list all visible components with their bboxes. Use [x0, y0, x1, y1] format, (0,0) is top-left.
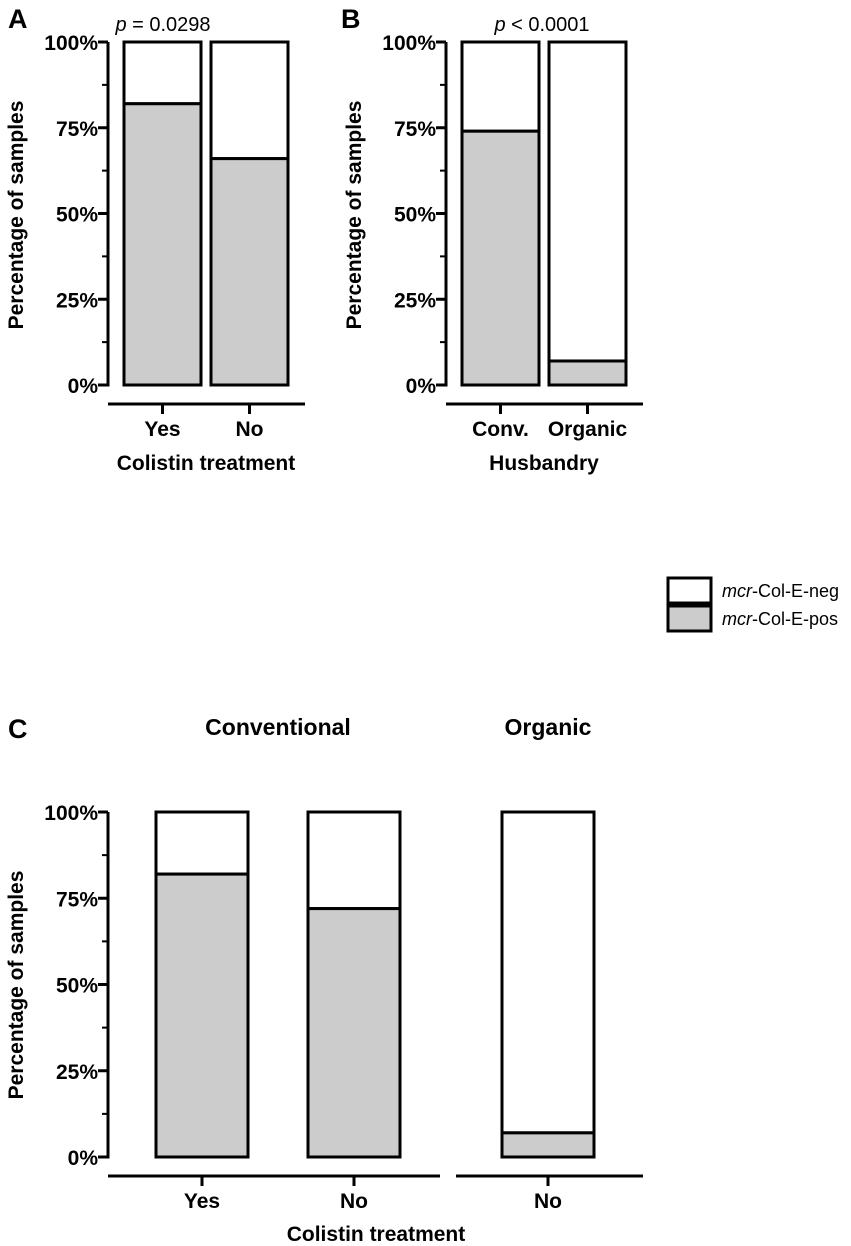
panel-b-category-label-0: Conv. [472, 418, 529, 441]
panel-c: C Conventional Organic Percentage of sam… [5, 714, 643, 1246]
panel-c-group-title-organic: Organic [505, 714, 592, 740]
panel-b-category-label-1: Organic [548, 418, 628, 441]
panel-b-bar-pos-1 [547, 359, 628, 387]
panel-a-letter: A [8, 4, 28, 34]
panel-c-category-label-0: Yes [184, 1190, 220, 1213]
panel-c-bar-pos-0 [154, 872, 250, 1159]
panel-a-p-symbol: p [114, 14, 126, 36]
panel-b-y-tick-label: 75% [394, 118, 436, 141]
panel-a-bar-neg-0 [122, 40, 203, 106]
legend-label-pos-rest: -Col-E-pos [752, 609, 838, 629]
panel-a-y-tick-label: 25% [56, 289, 98, 312]
panel-a: A p = 0.0298 Percentage of samples Colis… [5, 4, 305, 475]
panel-a-y-tick-label: 50% [56, 204, 98, 227]
panel-c-bar-neg-1 [306, 810, 402, 911]
panel-c-y-tick-label: 100% [44, 802, 98, 825]
panel-c-y-tick-label: 0% [68, 1147, 99, 1170]
panel-a-bar-neg-1 [209, 40, 290, 161]
panel-c-bar-neg-0 [154, 810, 250, 876]
panel-b-letter: B [341, 4, 361, 34]
panel-b-y-tick-label: 0% [406, 375, 437, 398]
panel-b: B p < 0.0001 Percentage of samples Husba… [341, 4, 643, 475]
panel-b-p-symbol: p [493, 14, 505, 36]
legend-label-neg-rest: -Col-E-neg [752, 581, 839, 601]
legend: mcr-Col-E-neg mcr-Col-E-pos [666, 576, 839, 633]
panel-b-p-rest: < 0.0001 [506, 14, 590, 36]
panel-c-category-label-1: No [340, 1190, 368, 1213]
panel-a-y-tick-label: 100% [44, 32, 98, 55]
panel-a-category-label-1: No [236, 418, 264, 441]
panel-a-y-tick-label: 0% [68, 375, 99, 398]
panel-c-bar-pos-2 [500, 1131, 596, 1159]
panel-c-letter: C [8, 714, 28, 744]
panel-b-bar-neg-1 [547, 40, 628, 363]
panel-c-y-tick-label: 75% [56, 888, 98, 911]
panel-c-ylabel: Percentage of samples [5, 871, 28, 1100]
panel-c-xlabel: Colistin treatment [287, 1223, 466, 1246]
panel-c-bar-pos-1 [306, 907, 402, 1159]
panel-a-xlabel: Colistin treatment [117, 452, 296, 475]
panel-c-category-label-2: No [534, 1190, 562, 1213]
panel-b-y-tick-label: 25% [394, 289, 436, 312]
panel-c-bar-neg-2 [500, 810, 596, 1135]
legend-label-neg: mcr-Col-E-neg [722, 581, 839, 601]
panel-c-y-tick-label: 50% [56, 975, 98, 998]
panel-a-bar-pos-1 [209, 157, 290, 387]
panel-b-xlabel: Husbandry [489, 452, 599, 475]
legend-swatch-pos [666, 604, 713, 633]
panel-c-y-tick-label: 25% [56, 1061, 98, 1084]
panel-b-p-value: p < 0.0001 [493, 14, 589, 36]
panel-a-p-value: p = 0.0298 [114, 14, 210, 36]
panel-b-bar-neg-0 [460, 40, 541, 133]
panel-a-bar-pos-0 [122, 102, 203, 387]
panel-a-p-rest: = 0.0298 [127, 14, 211, 36]
panel-a-y-tick-label: 75% [56, 118, 98, 141]
panel-b-y-tick-label: 100% [382, 32, 436, 55]
legend-label-neg-italic: mcr [722, 581, 753, 601]
panel-b-bar-pos-0 [460, 129, 541, 387]
panel-b-y-tick-label: 50% [394, 204, 436, 227]
panel-a-ylabel: Percentage of samples [5, 101, 28, 330]
legend-label-pos: mcr-Col-E-pos [722, 609, 838, 629]
legend-swatch-neg [666, 576, 713, 605]
panel-b-ylabel: Percentage of samples [343, 101, 366, 330]
legend-label-pos-italic: mcr [722, 609, 753, 629]
panel-a-category-label-0: Yes [144, 418, 180, 441]
panel-c-group-title-conventional: Conventional [205, 714, 351, 740]
